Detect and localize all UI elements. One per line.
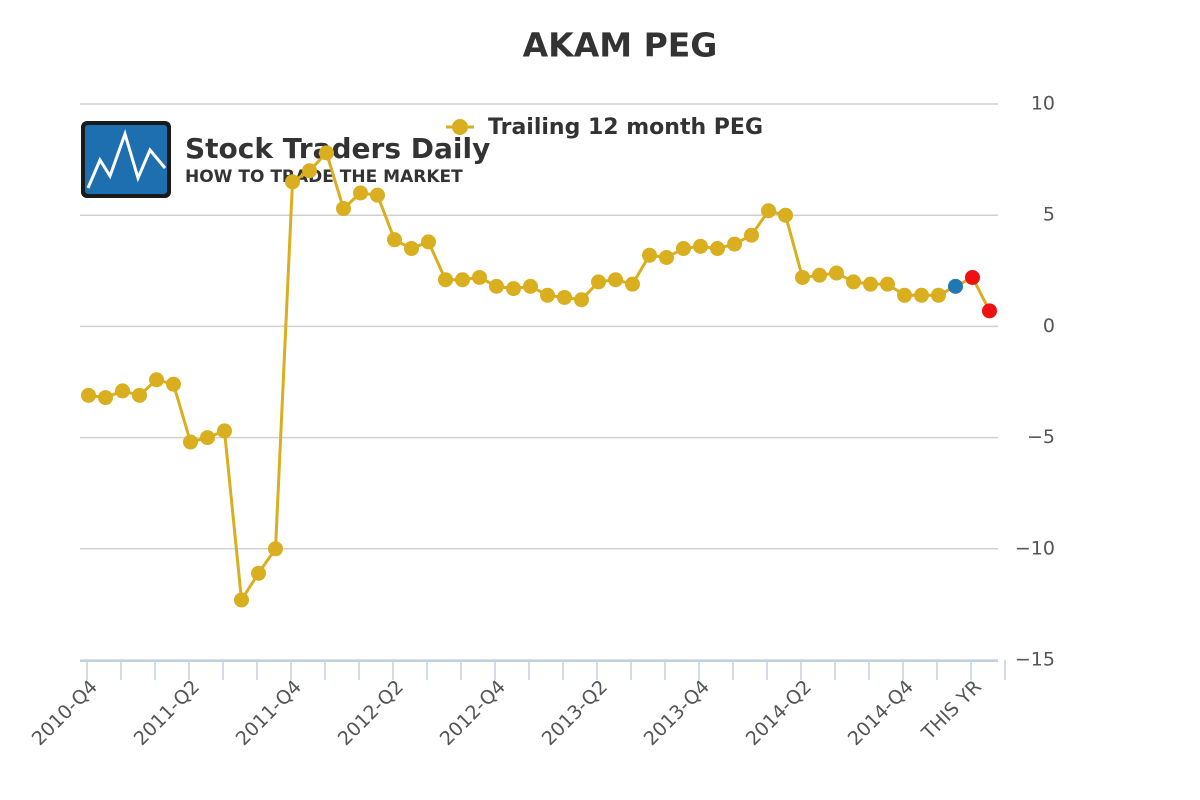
legend-marker — [452, 119, 468, 135]
data-point — [234, 592, 249, 608]
data-point — [472, 269, 487, 285]
data-point — [183, 434, 198, 450]
data-point — [778, 207, 793, 223]
data-point — [948, 278, 963, 294]
x-tick-label: 2013-Q4 — [640, 676, 714, 750]
data-point — [268, 541, 283, 557]
data-point — [404, 241, 419, 257]
data-point — [489, 278, 504, 294]
data-point — [574, 292, 589, 308]
x-tick-label: THIS YR — [917, 676, 986, 745]
chart-title: AKAM PEG — [523, 26, 718, 65]
data-point — [455, 272, 470, 288]
data-point — [132, 387, 147, 403]
logo-icon — [86, 129, 167, 189]
y-tick-label: 5 — [1043, 204, 1055, 226]
data-point — [914, 287, 929, 303]
logo-subtitle: HOW TO TRADE THE MARKET — [185, 167, 463, 187]
data-point — [81, 387, 96, 403]
data-point — [149, 372, 164, 388]
data-point — [727, 236, 742, 252]
data-point — [965, 269, 980, 285]
data-point — [863, 276, 878, 292]
data-point — [370, 187, 385, 203]
x-tick-label: 2014-Q2 — [742, 676, 816, 750]
data-point — [880, 276, 895, 292]
data-point — [710, 241, 725, 257]
data-point — [387, 232, 402, 248]
data-point — [676, 241, 691, 257]
data-point — [897, 287, 912, 303]
data-point — [744, 227, 759, 243]
data-point — [625, 276, 640, 292]
y-tick-label: −5 — [1027, 426, 1055, 448]
data-point — [217, 423, 232, 439]
data-point — [285, 174, 300, 190]
data-point — [659, 249, 674, 265]
logo: Stock Traders Daily HOW TO TRADE THE MAR… — [81, 121, 490, 198]
y-tick-label: −15 — [1015, 649, 1055, 671]
x-tick-label: 2011-Q4 — [232, 676, 306, 750]
data-point — [421, 234, 436, 250]
data-point — [200, 430, 215, 446]
logo-box — [85, 125, 167, 194]
data-point — [846, 274, 861, 290]
data-point — [608, 272, 623, 288]
y-tick-label: 10 — [1031, 93, 1055, 115]
data-point — [540, 287, 555, 303]
series-line — [88, 150, 991, 605]
data-point — [353, 185, 368, 201]
x-tick-label: 2010-Q4 — [28, 676, 102, 750]
data-point — [931, 287, 946, 303]
data-point — [642, 247, 657, 263]
data-point — [438, 272, 453, 288]
data-point — [693, 238, 708, 254]
data-point — [523, 278, 538, 294]
x-tick-label: 2012-Q2 — [334, 676, 408, 750]
x-tick-label: 2013-Q2 — [538, 676, 612, 750]
data-point — [982, 303, 997, 319]
data-point — [829, 265, 844, 281]
data-point — [557, 289, 572, 305]
data-point — [795, 269, 810, 285]
x-tick-label: 2011-Q2 — [130, 676, 204, 750]
x-tick-label: 2014-Q4 — [844, 676, 918, 750]
data-point — [319, 145, 334, 161]
data-point — [506, 281, 521, 297]
y-tick-label: −10 — [1015, 537, 1055, 559]
data-point — [812, 267, 827, 283]
data-point — [115, 383, 130, 399]
data-point — [98, 390, 113, 406]
data-point — [591, 274, 606, 290]
data-point — [166, 376, 181, 392]
legend-label: Trailing 12 month PEG — [488, 115, 763, 140]
data-point — [251, 565, 266, 581]
data-point — [302, 163, 317, 179]
y-tick-label: 0 — [1043, 315, 1055, 337]
data-point — [761, 203, 776, 219]
data-point — [336, 201, 351, 217]
x-tick-label: 2012-Q4 — [436, 676, 510, 750]
logo-title: Stock Traders Daily — [185, 132, 490, 165]
